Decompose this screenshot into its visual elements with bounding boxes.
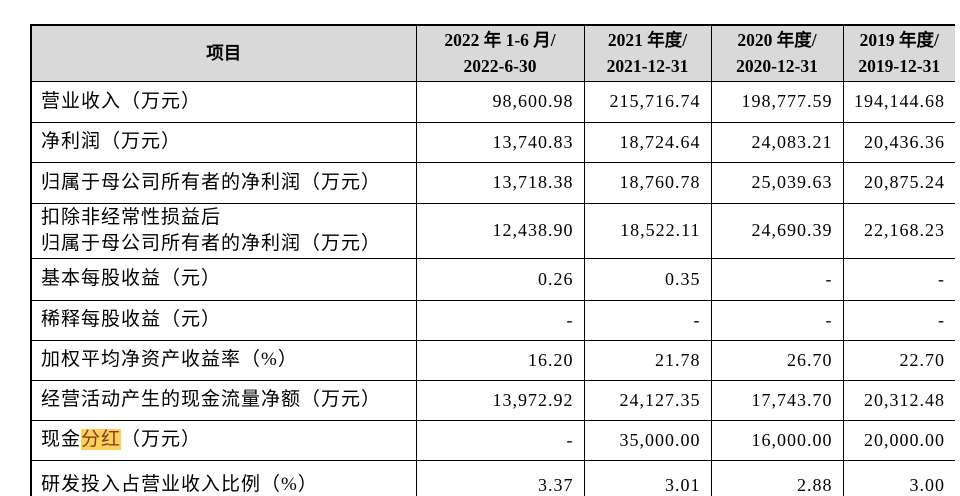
period-line2: 2020-12-31 xyxy=(736,56,818,77)
cell-value: 3.00 xyxy=(842,459,955,496)
row-label: 现金分红（万元） xyxy=(30,419,417,461)
cell-value: 16.20 xyxy=(415,339,585,381)
period-line1: 2019 年度/ xyxy=(859,30,939,51)
cell-value: - xyxy=(583,299,712,341)
period-line1: 2020 年度/ xyxy=(737,30,817,51)
cell-value: 21.78 xyxy=(583,339,712,381)
row-label: 稀释每股收益（元） xyxy=(30,299,417,341)
cell-value: 194,144.68 xyxy=(842,80,955,123)
row-label: 营业收入（万元） xyxy=(30,80,417,123)
cell-value: - xyxy=(415,419,585,461)
cell-value: - xyxy=(710,257,844,301)
cell-value: 25,039.63 xyxy=(710,161,844,204)
cell-value: 13,740.83 xyxy=(415,121,585,163)
label-prefix: 现金 xyxy=(41,429,82,450)
financial-summary-table: 项目 2022 年 1-6 月/ 2022-6-30 2021 年度/ 2021… xyxy=(30,24,955,496)
column-header-period-2022h1: 2022 年 1-6 月/ 2022-6-30 xyxy=(415,24,585,82)
cell-value: 26.70 xyxy=(710,339,844,381)
search-highlight: 分红 xyxy=(81,429,122,450)
cell-value: 98,600.98 xyxy=(415,80,585,123)
column-header-period-2020: 2020 年度/ 2020-12-31 xyxy=(710,24,844,82)
cell-value: 13,972.92 xyxy=(415,379,585,421)
row-label: 归属于母公司所有者的净利润（万元） xyxy=(30,161,417,204)
row-label: 加权平均净资产收益率（%） xyxy=(30,339,417,381)
cell-value: 20,312.48 xyxy=(842,379,955,421)
row-net-profit: 净利润（万元） 13,740.83 18,724.64 24,083.21 20… xyxy=(30,121,955,163)
period-line1: 2021 年度/ xyxy=(607,30,688,51)
row-label: 经营活动产生的现金流量净额（万元） xyxy=(30,379,417,421)
row-label: 研发投入占营业收入比例（%） xyxy=(30,459,417,496)
row-cash-dividend: 现金分红（万元） - 35,000.00 16,000.00 20,000.00 xyxy=(30,419,955,461)
period-line2: 2019-12-31 xyxy=(858,56,941,77)
cell-value: - xyxy=(415,299,585,341)
cell-value: 16,000.00 xyxy=(710,419,844,461)
cell-value: 2.88 xyxy=(710,459,844,496)
cell-value: 24,690.39 xyxy=(710,202,844,259)
row-net-profit-deducted: 扣除非经常性损益后 归属于母公司所有者的净利润（万元） 12,438.90 18… xyxy=(30,202,955,259)
period-line1: 2022 年 1-6 月/ xyxy=(444,30,556,51)
cell-value: 13,718.38 xyxy=(415,161,585,204)
label-suffix: （万元） xyxy=(121,429,202,450)
cell-value: 18,760.78 xyxy=(583,161,712,204)
row-label: 基本每股收益（元） xyxy=(30,257,417,301)
cell-value: 0.35 xyxy=(583,257,712,301)
cell-value: 215,716.74 xyxy=(583,80,712,123)
period-line2: 2021-12-31 xyxy=(606,56,689,77)
row-revenue: 营业收入（万元） 98,600.98 215,716.74 198,777.59… xyxy=(30,80,955,123)
cell-value: 18,522.11 xyxy=(583,202,712,259)
column-header-period-2021: 2021 年度/ 2021-12-31 xyxy=(583,24,712,82)
cell-value: 20,436.36 xyxy=(842,121,955,163)
row-label: 净利润（万元） xyxy=(30,121,417,163)
cell-value: 24,127.35 xyxy=(583,379,712,421)
row-basic-eps: 基本每股收益（元） 0.26 0.35 - - xyxy=(30,257,955,301)
cell-value: - xyxy=(842,299,955,341)
row-net-profit-attributable: 归属于母公司所有者的净利润（万元） 13,718.38 18,760.78 25… xyxy=(30,161,955,204)
cell-value: 12,438.90 xyxy=(415,202,585,259)
cell-value: 17,743.70 xyxy=(710,379,844,421)
cell-value: 22,168.23 xyxy=(842,202,955,259)
cell-value: 0.26 xyxy=(415,257,585,301)
period-line2: 2022-6-30 xyxy=(463,56,537,77)
label-line2: 归属于母公司所有者的净利润（万元） xyxy=(41,232,382,254)
cell-value: 198,777.59 xyxy=(710,80,844,123)
cell-value: 35,000.00 xyxy=(583,419,712,461)
cell-value: 20,875.24 xyxy=(842,161,955,204)
cell-value: - xyxy=(710,299,844,341)
row-label: 扣除非经常性损益后 归属于母公司所有者的净利润（万元） xyxy=(30,202,417,259)
financial-summary-table-wrap: 项目 2022 年 1-6 月/ 2022-6-30 2021 年度/ 2021… xyxy=(30,24,956,496)
cell-value: - xyxy=(842,257,955,301)
cell-value: 20,000.00 xyxy=(842,419,955,461)
cell-value: 22.70 xyxy=(842,339,955,381)
row-weighted-roe: 加权平均净资产收益率（%） 16.20 21.78 26.70 22.70 xyxy=(30,339,955,381)
header-row: 项目 2022 年 1-6 月/ 2022-6-30 2021 年度/ 2021… xyxy=(30,24,955,82)
row-diluted-eps: 稀释每股收益（元） - - - - xyxy=(30,299,955,341)
cell-value: 3.01 xyxy=(583,459,712,496)
cell-value: 24,083.21 xyxy=(710,121,844,163)
column-header-item: 项目 xyxy=(30,24,417,82)
row-rd-ratio: 研发投入占营业收入比例（%） 3.37 3.01 2.88 3.00 xyxy=(30,459,955,496)
row-operating-cash-flow: 经营活动产生的现金流量净额（万元） 13,972.92 24,127.35 17… xyxy=(30,379,955,421)
column-header-period-2019: 2019 年度/ 2019-12-31 xyxy=(842,24,955,82)
label-line1: 扣除非经常性损益后 xyxy=(41,206,222,228)
cell-value: 3.37 xyxy=(415,459,585,496)
cell-value: 18,724.64 xyxy=(583,121,712,163)
